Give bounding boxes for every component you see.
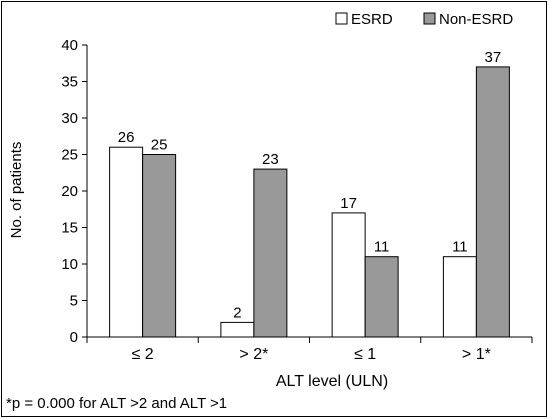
y-tick-label: 30 bbox=[61, 110, 78, 127]
x-tick-label: ≤ 1 bbox=[354, 346, 376, 363]
x-tick-label: > 1* bbox=[462, 346, 491, 363]
legend-label: Non-ESRD bbox=[439, 11, 513, 28]
y-tick-label: 15 bbox=[61, 220, 78, 237]
y-tick-label: 40 bbox=[61, 37, 78, 54]
data-label: 25 bbox=[151, 137, 168, 154]
data-label: 11 bbox=[452, 239, 468, 256]
y-axis-label: No. of patients bbox=[8, 142, 25, 239]
bar-esrd-3 bbox=[442, 256, 477, 338]
y-axis: 0 5 10 15 20 25 30 35 40 bbox=[61, 37, 88, 346]
bar-esrd-0 bbox=[109, 146, 144, 338]
bars bbox=[109, 66, 510, 338]
bar-esrd-2 bbox=[331, 212, 366, 338]
data-label: 17 bbox=[340, 195, 357, 212]
bar-non-esrd-1 bbox=[253, 168, 288, 338]
footnote: *p = 0.000 for ALT >2 and ALT >1 bbox=[6, 395, 227, 412]
y-tick-label: 20 bbox=[61, 183, 78, 200]
bar-non-esrd-0 bbox=[142, 154, 177, 338]
legend-swatch bbox=[335, 12, 348, 25]
y-tick-label: 25 bbox=[61, 147, 78, 164]
data-label: 37 bbox=[485, 49, 502, 66]
y-tick-label: 0 bbox=[70, 329, 78, 346]
bar-non-esrd-3 bbox=[475, 66, 510, 338]
legend-swatch bbox=[423, 12, 436, 25]
x-axis: ≤ 2 > 2* ≤ 1 > 1* bbox=[86, 336, 533, 363]
y-tick-label: 5 bbox=[70, 293, 78, 310]
data-label: 2 bbox=[233, 304, 241, 321]
x-tick-label: > 2* bbox=[239, 346, 268, 363]
data-labels: 26 25 2 23 17 11 11 37 bbox=[118, 49, 502, 321]
x-axis-label: ALT level (ULN) bbox=[276, 373, 388, 390]
data-label: 23 bbox=[262, 151, 279, 168]
legend: ESRD Non-ESRD bbox=[335, 11, 513, 28]
data-label: 11 bbox=[374, 239, 390, 256]
data-label: 26 bbox=[118, 129, 135, 146]
bar-esrd-1 bbox=[220, 321, 255, 338]
x-tick-label: ≤ 2 bbox=[132, 346, 154, 363]
y-tick-label: 35 bbox=[61, 74, 78, 91]
legend-label: ESRD bbox=[351, 11, 393, 28]
bar-non-esrd-2 bbox=[364, 256, 399, 338]
y-tick-label: 10 bbox=[61, 256, 78, 273]
